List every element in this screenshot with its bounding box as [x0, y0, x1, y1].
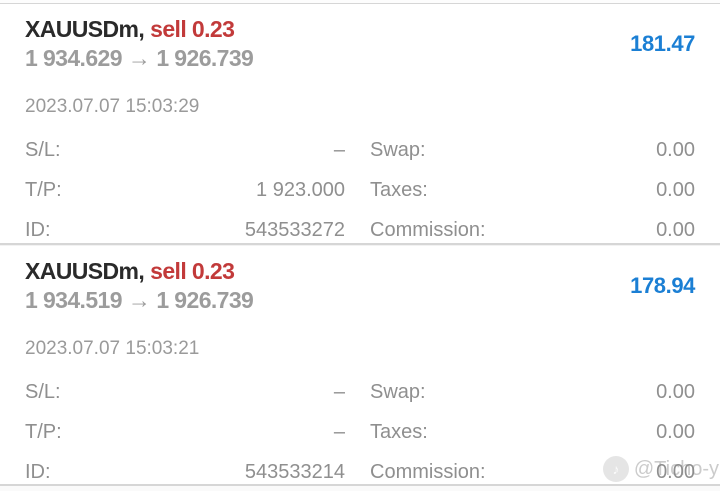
taxes-label: Taxes:: [370, 420, 428, 443]
price-range: 1 934.519 → 1 926.739: [25, 287, 254, 314]
commission-cell: Commission: 0.00: [370, 210, 695, 250]
taxes-cell: Taxes: 0.00: [370, 412, 695, 452]
sl-label: S/L:: [25, 380, 61, 403]
trade-details: S/L: – Swap: 0.00 T/P: 1 923.000 Taxes: …: [25, 130, 695, 250]
trade-details: S/L: – Swap: 0.00 T/P: – Taxes: 0.00 ID:…: [25, 372, 719, 492]
sl-cell: S/L: –: [25, 372, 345, 412]
history-item-1[interactable]: XAUUSDm, sell 0.23 1 934.629 → 1 926.739 18…: [0, 4, 720, 243]
arrow-right-icon: →: [127, 287, 151, 313]
sl-label: S/L:: [25, 138, 61, 161]
commission-label: Commission:: [370, 460, 486, 483]
sl-value: –: [333, 138, 345, 161]
tiktok-logo-icon: ♪: [602, 456, 629, 482]
taxes-value: 0.00: [656, 420, 695, 443]
sl-cell: S/L: –: [25, 130, 345, 170]
close-price: 1 926.739: [156, 287, 254, 313]
symbol-line: XAUUSDm, sell 0.23: [25, 16, 253, 43]
trade-side-label: sell 0.23: [150, 16, 235, 42]
trade-datetime: 2023.07.07 15:03:29: [25, 96, 200, 117]
close-price: 1 926.739: [156, 45, 254, 71]
id-label: ID:: [25, 460, 51, 483]
profit-value: 178.94: [630, 273, 695, 298]
tp-value: 1 923.000: [256, 178, 345, 201]
tp-label: T/P:: [25, 420, 62, 443]
id-value: 543533272: [244, 218, 345, 241]
swap-cell: Swap: 0.00: [370, 372, 695, 412]
tp-label: T/P:: [25, 178, 62, 201]
taxes-cell: Taxes: 0.00: [370, 170, 695, 210]
id-label: ID:: [25, 218, 51, 241]
sl-value: –: [333, 380, 345, 403]
symbol-label: XAUUSDm,: [25, 258, 145, 284]
swap-cell: Swap: 0.00: [370, 130, 695, 170]
tp-cell: T/P: 1 923.000: [25, 170, 345, 210]
swap-value: 0.00: [656, 380, 695, 403]
history-item-header: XAUUSDm, sell 0.23 1 934.519 → 1 926.739 17…: [25, 258, 695, 314]
divider: [0, 243, 720, 246]
open-price: 1 934.519: [25, 287, 123, 313]
symbol-label: XAUUSDm,: [25, 16, 145, 42]
history-item-2[interactable]: XAUUSDm, sell 0.23 1 934.519 → 1 926.739 17…: [0, 246, 720, 485]
profit-value: 181.47: [630, 31, 695, 56]
trade-datetime: 2023.07.07 15:03:21: [25, 338, 200, 359]
commission-label: Commission:: [370, 218, 486, 241]
swap-label: Swap:: [370, 138, 426, 161]
id-cell: ID: 543533272: [25, 210, 345, 250]
bottom-divider: [0, 484, 720, 491]
history-item-header: XAUUSDm, sell 0.23 1 934.629 → 1 926.739 18…: [25, 16, 695, 72]
swap-label: Swap:: [370, 380, 426, 403]
id-value: 543533214: [244, 460, 345, 483]
trade-side-label: sell 0.23: [150, 258, 235, 284]
symbol-line: XAUUSDm, sell 0.23: [25, 258, 253, 285]
tp-cell: T/P: –: [25, 412, 345, 452]
arrow-right-icon: →: [127, 45, 151, 71]
open-price: 1 934.629: [25, 45, 123, 71]
tp-value: –: [333, 420, 345, 443]
id-cell: ID: 543533214: [25, 452, 345, 492]
price-range: 1 934.629 → 1 926.739: [25, 45, 254, 72]
swap-value: 0.00: [656, 138, 695, 161]
taxes-label: Taxes:: [370, 178, 428, 201]
commission-value: 0.00: [656, 218, 695, 241]
top-divider: [0, 0, 720, 4]
commission-value: 0.00: [656, 460, 695, 483]
taxes-value: 0.00: [656, 178, 695, 201]
